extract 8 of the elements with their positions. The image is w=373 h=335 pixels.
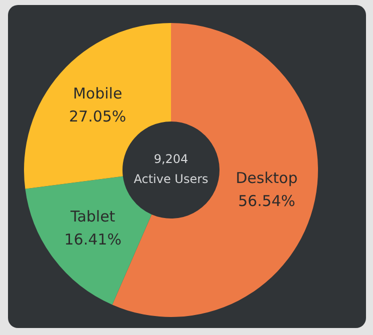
slice-label: Desktop — [236, 168, 298, 187]
data-label: 16.41% — [64, 230, 122, 249]
text: 9,204 — [154, 152, 188, 166]
data-label: 27.05% — [68, 107, 126, 126]
data-label: 56.54% — [238, 192, 296, 210]
slice-label: Mobile — [72, 84, 122, 102]
text: Active Users — [134, 172, 208, 186]
slice-label: Tablet — [70, 208, 116, 226]
